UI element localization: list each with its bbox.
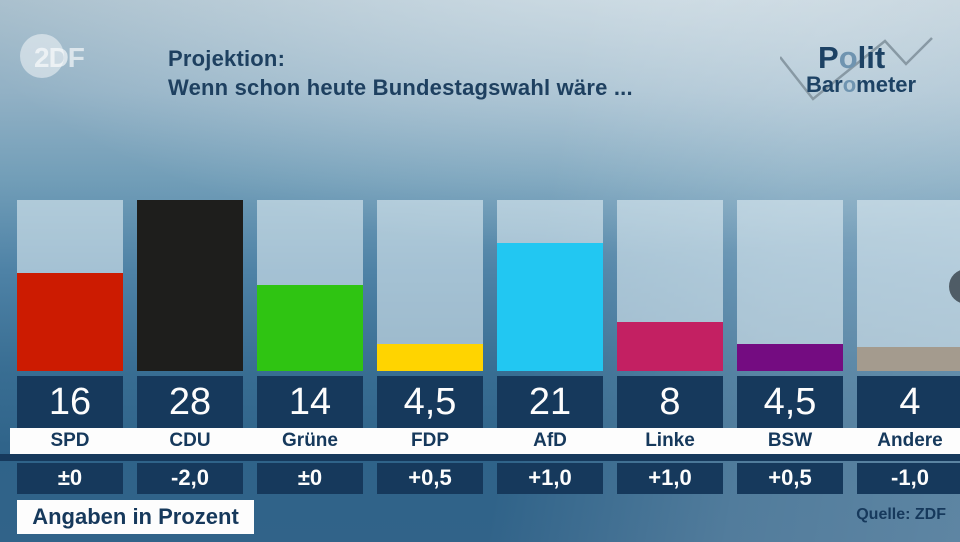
value-label: 8 <box>659 381 681 423</box>
bar-track <box>17 200 123 371</box>
change-label: -2,0 <box>171 465 209 490</box>
change-box: +0,5 <box>737 463 843 494</box>
party-name: Linke <box>645 430 695 451</box>
value-label: 14 <box>288 381 332 423</box>
party-column-andere: 4 Andere -1,0 <box>857 200 960 494</box>
title-line-1: Projektion: <box>168 46 286 71</box>
party-column-spd: 16 SPD ±0 <box>17 200 123 494</box>
value-box: 4,5 <box>737 376 843 428</box>
party-label: SPD <box>17 428 123 454</box>
change-box: ±0 <box>17 463 123 494</box>
value-label: 28 <box>168 381 212 423</box>
change-box: +0,5 <box>377 463 483 494</box>
bar-track <box>497 200 603 371</box>
value-box: 4,5 <box>377 376 483 428</box>
bar-afd <box>497 243 603 371</box>
change-label: +0,5 <box>408 465 452 490</box>
bar-track <box>137 200 243 371</box>
change-label: ±0 <box>297 465 323 490</box>
bar-spd <box>17 273 123 371</box>
bar-grüne <box>257 285 363 371</box>
party-name: Grüne <box>282 430 338 451</box>
value-box: 8 <box>617 376 723 428</box>
bar-track <box>257 200 363 371</box>
value-label: 4,5 <box>403 381 457 423</box>
value-box: 21 <box>497 376 603 428</box>
bar-cdu <box>137 200 243 371</box>
party-name: Andere <box>877 430 943 451</box>
value-box: 4 <box>857 376 960 428</box>
polit-wordmark: Polit <box>818 40 885 75</box>
change-box: ±0 <box>257 463 363 494</box>
divider-strip <box>0 454 960 461</box>
party-name: FDP <box>411 430 449 451</box>
value-label: 16 <box>48 381 92 423</box>
party-label: CDU <box>137 428 243 454</box>
change-label: -1,0 <box>891 465 929 490</box>
value-box: 14 <box>257 376 363 428</box>
zdf-logo-text: 2DF <box>34 42 85 73</box>
party-name: AfD <box>533 430 567 451</box>
chart-title: Projektion: Wenn schon heute Bundestagsw… <box>168 44 633 102</box>
bar-bsw <box>737 344 843 371</box>
bar-andere <box>857 347 960 371</box>
change-box: +1,0 <box>617 463 723 494</box>
edge-overlay-circle-icon <box>949 269 960 304</box>
change-box: +1,0 <box>497 463 603 494</box>
party-label: AfD <box>497 428 603 454</box>
party-label: BSW <box>737 428 843 454</box>
party-column-grüne: 14 Grüne ±0 <box>257 200 363 494</box>
bar-track <box>737 200 843 371</box>
value-box: 28 <box>137 376 243 428</box>
zdf-logo-circle <box>20 34 64 78</box>
barometer-wordmark: Barometer <box>806 72 916 97</box>
unit-note: Angaben in Prozent <box>17 500 254 534</box>
change-label: +1,0 <box>648 465 692 490</box>
change-box: -1,0 <box>857 463 960 494</box>
zdf-logo: 2DF <box>20 34 86 78</box>
party-label: FDP <box>377 428 483 454</box>
party-label-band <box>10 428 960 454</box>
bar-linke <box>617 322 723 371</box>
party-column-bsw: 4,5 BSW +0,5 <box>737 200 843 494</box>
title-line-2: Wenn schon heute Bundestagswahl wäre ... <box>168 75 633 100</box>
bar-track <box>377 200 483 371</box>
party-label: Linke <box>617 428 723 454</box>
value-label: 21 <box>528 381 572 423</box>
value-label: 4 <box>899 381 921 423</box>
change-label: ±0 <box>57 465 83 490</box>
party-label: Andere <box>857 428 960 454</box>
party-name: SPD <box>50 430 90 451</box>
bar-track <box>617 200 723 371</box>
change-box: -2,0 <box>137 463 243 494</box>
party-column-linke: 8 Linke +1,0 <box>617 200 723 494</box>
change-label: +1,0 <box>528 465 572 490</box>
value-label: 4,5 <box>763 381 817 423</box>
bar-track <box>857 200 960 371</box>
source-credit: Quelle: ZDF <box>856 506 946 523</box>
party-column-fdp: 4,5 FDP +0,5 <box>377 200 483 494</box>
bar-fdp <box>377 344 483 371</box>
party-name: BSW <box>767 430 813 451</box>
party-name: CDU <box>169 430 211 451</box>
party-column-cdu: 28 CDU -2,0 <box>137 200 243 494</box>
change-label: +0,5 <box>768 465 812 490</box>
party-column-afd: 21 AfD +1,0 <box>497 200 603 494</box>
politbarometer-logo: Polit Barometer <box>780 37 933 101</box>
party-label: Grüne <box>257 428 363 454</box>
value-box: 16 <box>17 376 123 428</box>
zigzag-line-icon <box>780 37 933 101</box>
